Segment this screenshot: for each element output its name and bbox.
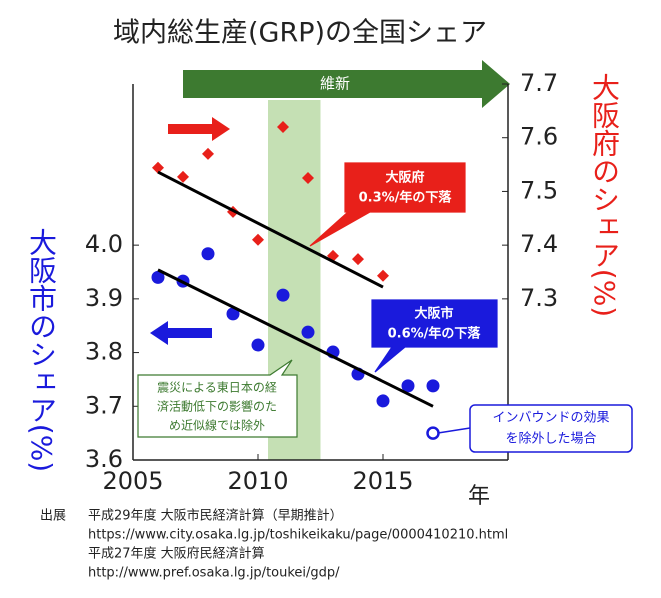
trend-line xyxy=(157,268,434,408)
point xyxy=(226,307,240,321)
point xyxy=(277,120,289,133)
right-arrow xyxy=(168,117,230,141)
source-line: http://www.pref.osaka.lg.jp/toukei/gdp/ xyxy=(88,566,340,581)
y-tick-label: 3.9 xyxy=(85,284,123,312)
x-axis-label: 年 xyxy=(468,484,490,509)
y-axis-label: 大阪市のシェア(%) xyxy=(25,227,58,472)
period-label: 維新 xyxy=(320,75,350,93)
x-tick-label: 2015 xyxy=(352,467,413,495)
period-arrow xyxy=(183,60,510,108)
inbound-annotation: を除外した場合 xyxy=(505,432,596,447)
pref-annotation: 大阪府 xyxy=(385,170,424,186)
point xyxy=(276,288,290,302)
quake-annotation: 済活動低下の影響のた xyxy=(157,399,277,414)
source: 出展 xyxy=(40,509,66,524)
left-arrow xyxy=(150,321,212,345)
city-annotation: 0.6%/年の下落 xyxy=(388,326,482,342)
y-tick-label: 3.6 xyxy=(85,445,123,473)
point xyxy=(302,172,314,184)
y2-tick-label: 7.4 xyxy=(520,230,558,258)
quake-annotation: 震災による東日本の経 xyxy=(157,381,277,395)
point xyxy=(401,379,415,393)
inbound-annotation: インバウンドの効果 xyxy=(492,411,609,426)
y2-tick-label: 7.3 xyxy=(520,284,558,312)
y2-axis-label: 大阪府のシェア(%) xyxy=(588,72,621,317)
trend-line xyxy=(157,170,384,289)
point xyxy=(301,325,315,339)
point xyxy=(151,270,165,284)
y-tick-label: 3.8 xyxy=(85,338,123,366)
point xyxy=(376,394,390,408)
y-tick-label: 3.7 xyxy=(85,391,123,419)
source-line: 平成27年度 大阪府民経済計算 xyxy=(88,546,265,562)
point xyxy=(202,147,214,160)
callout xyxy=(137,359,298,438)
x-tick-label: 2005 xyxy=(102,467,163,495)
source-line: https://www.city.osaka.lg.jp/toshikeikak… xyxy=(88,528,508,543)
point xyxy=(426,379,440,393)
point xyxy=(426,426,440,440)
x-tick-label: 2010 xyxy=(227,467,288,495)
chart-title: 域内総生産(GRP)の全国シェア xyxy=(113,18,487,49)
source-label: 出展 xyxy=(40,509,66,524)
point xyxy=(252,233,264,246)
y2-tick-label: 7.5 xyxy=(520,176,558,204)
point xyxy=(352,253,364,266)
point xyxy=(152,161,164,174)
city-annotation: 大阪市 xyxy=(414,306,453,322)
y2-tick-label: 7.7 xyxy=(520,69,558,97)
pref-annotation: 0.3%/年の下落 xyxy=(359,190,453,206)
callout xyxy=(371,299,498,373)
point xyxy=(177,170,189,183)
point xyxy=(251,338,265,352)
point xyxy=(377,269,389,282)
quake-annotation: め近似線では除外 xyxy=(169,418,265,433)
y-tick-label: 4.0 xyxy=(85,230,123,258)
y2-tick-label: 7.6 xyxy=(520,123,558,151)
callout xyxy=(309,162,466,247)
point xyxy=(201,247,215,261)
callout-pointer xyxy=(437,427,471,434)
source-line: 平成29年度 大阪市民経済計算（早期推計） xyxy=(88,508,343,524)
